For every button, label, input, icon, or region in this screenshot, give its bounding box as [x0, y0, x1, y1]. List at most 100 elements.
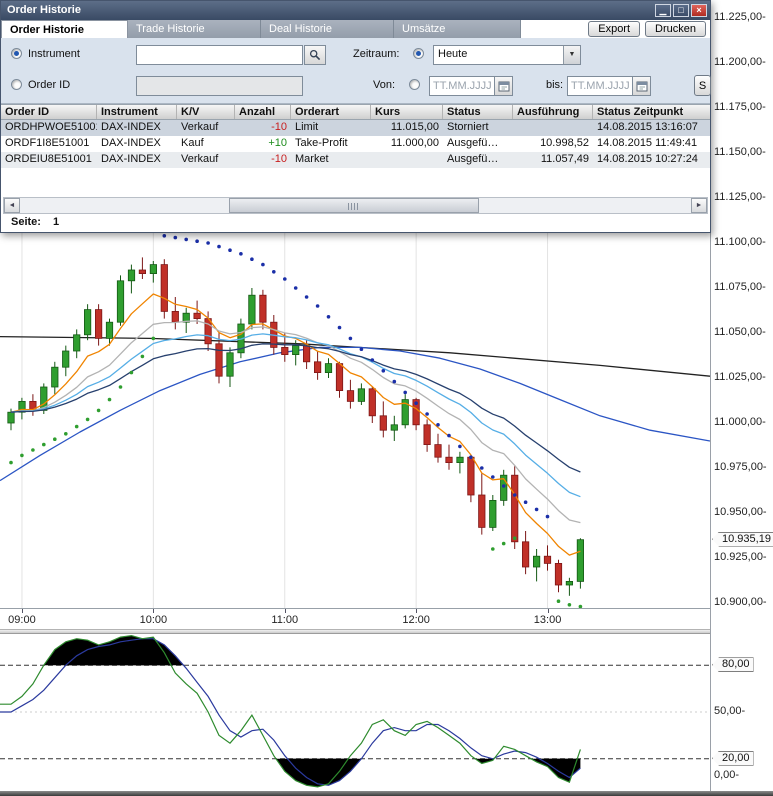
stochastic-chart[interactable]: [0, 634, 710, 791]
price-tick-label: 10.900,00-: [714, 596, 767, 608]
instrument-radio[interactable]: [11, 48, 22, 59]
table-cell: 14.08.2015 11:49:41: [597, 137, 698, 149]
von-label: Von:: [373, 79, 396, 91]
tab-strip: Order Historie Trade Historie Deal Histo…: [1, 20, 710, 38]
order-id-input[interactable]: [136, 76, 303, 96]
search-icon[interactable]: [304, 45, 326, 65]
close-icon[interactable]: ×: [691, 4, 707, 17]
oscillator-fill: [65, 638, 184, 666]
order-id-radio-label: Order ID: [28, 79, 71, 91]
table-cell: Ausgefü…: [447, 137, 499, 149]
price-tick-label: 11.125,00-: [714, 191, 766, 203]
time-tick: [547, 609, 549, 613]
column-header[interactable]: Kurs: [371, 105, 443, 119]
column-header[interactable]: Ausführung: [513, 105, 593, 119]
page-label: Seite:: [11, 216, 41, 228]
table-row[interactable]: ORDF1I8E51001 DAX-INDEX Kauf +10 Take-Profit…: [1, 136, 710, 152]
calendar-icon[interactable]: [633, 76, 651, 96]
table-cell: 14.08.2015 13:16:07: [597, 121, 698, 133]
column-header[interactable]: Status: [443, 105, 513, 119]
tab-trade-historie[interactable]: Trade Historie: [128, 20, 261, 38]
table-cell: Limit: [295, 121, 319, 133]
table-cell: Ausgefü…: [447, 153, 499, 165]
maximize-icon[interactable]: □: [673, 4, 689, 17]
stoch-d-line: [0, 638, 581, 786]
stoch-k-line: [0, 634, 581, 788]
price-tick-label: 11.175,00-: [714, 101, 766, 113]
table-cell: [371, 152, 443, 168]
scroll-left-icon[interactable]: ◄: [4, 198, 20, 213]
window-controls: ▁ □ ×: [655, 4, 707, 17]
column-header[interactable]: Order ID: [1, 105, 97, 119]
scrollbar-thumb[interactable]: [229, 198, 479, 213]
table-cell: DAX-INDEX: [101, 121, 161, 133]
moving-averages-layer: [10, 293, 581, 556]
window-title: Order Historie: [7, 4, 81, 16]
column-header[interactable]: Orderart: [291, 105, 371, 119]
table-row[interactable]: ORDHPWOE51001 DAX-INDEX Verkauf -10 Limit 11.…: [1, 120, 710, 136]
search-submit-button[interactable]: S: [694, 75, 711, 96]
table-cell: 11.057,49: [540, 153, 589, 165]
table-cell: 10.998,52: [540, 137, 589, 149]
oscillator-threshold-marker: 80,00: [712, 657, 754, 673]
time-tick: [416, 609, 418, 613]
orders-table: ORDHPWOE51001 DAX-INDEX Verkauf -10 Limit 11.…: [1, 120, 710, 168]
candles-layer: [7, 257, 585, 596]
table-cell: DAX-INDEX: [101, 153, 161, 165]
export-button[interactable]: Export: [588, 21, 641, 37]
table-cell: ORDHPWOE51001: [5, 121, 97, 133]
table-cell: ORDEIU8E51001: [5, 153, 92, 165]
price-tick-label: 11.200,00-: [714, 56, 766, 68]
zeitraum-radio[interactable]: [413, 48, 424, 59]
price-tick-label: 11.025,00-: [714, 371, 766, 383]
tab-umsaetze[interactable]: Umsätze: [394, 20, 521, 38]
von-date-field: [429, 76, 513, 96]
table-cell: Storniert: [447, 121, 489, 133]
table-cell: Kauf: [181, 137, 204, 149]
instrument-search-input[interactable]: [136, 45, 303, 65]
time-tick-label: 13:00: [533, 614, 562, 626]
horizontal-scrollbar[interactable]: ◄ ►: [3, 197, 708, 214]
pagination-bar: Seite: 1: [1, 216, 710, 232]
von-radio[interactable]: [409, 79, 420, 90]
table-cell: -10: [271, 121, 287, 133]
column-header[interactable]: Instrument: [97, 105, 177, 119]
filter-panel: Instrument Zeitraum: Heute ▼ Order ID Vo…: [1, 38, 711, 104]
von-date-input[interactable]: [429, 76, 495, 96]
zeitraum-select[interactable]: Heute ▼: [433, 45, 581, 65]
table-row[interactable]: ORDEIU8E51001 DAX-INDEX Verkauf -10 Market Au…: [1, 152, 710, 168]
column-header[interactable]: Status Zeitpunkt: [597, 106, 684, 118]
table-cell: Verkauf: [181, 153, 219, 165]
order-history-window: Order Historie ▁ □ × Order Historie Trad…: [0, 0, 711, 233]
time-tick: [153, 609, 155, 613]
price-tick-label: 10.925,00-: [714, 551, 767, 563]
oscillator-tick-label: 50,00-: [714, 705, 746, 717]
scroll-right-icon[interactable]: ►: [691, 198, 707, 213]
minimize-icon[interactable]: ▁: [655, 4, 671, 17]
calendar-icon[interactable]: [495, 76, 513, 96]
column-header[interactable]: Anzahl: [235, 105, 291, 119]
window-titlebar[interactable]: Order Historie ▁ □ ×: [1, 1, 710, 20]
time-axis: 09:00 10:00 11:00 12:00 13:00: [0, 608, 710, 630]
toolbar-buttons: Export Drucken: [588, 20, 710, 38]
panel-splitter[interactable]: [0, 629, 773, 634]
time-tick-label: 09:00: [8, 614, 36, 626]
time-tick: [284, 609, 286, 613]
table-cell: 14.08.2015 10:27:24: [597, 153, 698, 165]
stochastic-panel[interactable]: [0, 634, 710, 791]
column-header[interactable]: K/V: [177, 105, 235, 119]
last-price-marker: 10.935,19: [712, 531, 773, 547]
price-tick-label: 10.975,00-: [714, 461, 767, 473]
table-header: Order ID Instrument K/V Anzahl Orderart Kurs S…: [1, 104, 710, 120]
tab-order-historie[interactable]: Order Historie: [1, 20, 128, 38]
bottom-panel-edge: [0, 791, 773, 796]
zeitraum-label: Zeitraum:: [353, 48, 400, 60]
table-cell: -10: [271, 153, 287, 165]
bis-date-input[interactable]: [567, 76, 633, 96]
price-tick-label: 11.100,00-: [714, 236, 766, 248]
tab-deal-historie[interactable]: Deal Historie: [261, 20, 394, 38]
print-button[interactable]: Drucken: [645, 21, 706, 37]
chevron-down-icon[interactable]: ▼: [563, 46, 580, 64]
order-id-radio[interactable]: [11, 79, 22, 90]
time-tick-label: 11:00: [271, 614, 299, 626]
